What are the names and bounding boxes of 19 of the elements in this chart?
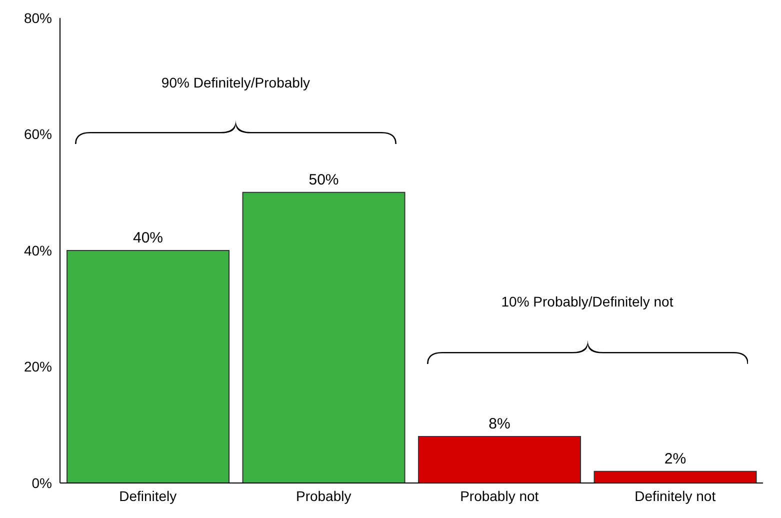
annotation: 10% Probably/Definitely not [501,294,674,310]
data-label: 40% [133,230,164,246]
bar [66,250,230,483]
data-label: 2% [664,450,686,468]
bar [594,470,757,483]
x-tick-label: Probably [296,488,352,504]
bar [242,192,406,483]
x-tick-label: Definitely [119,488,177,504]
annotation: 90% Definitely/Probably [161,74,310,90]
y-tick-label: 40% [24,242,52,258]
x-tick-label: Definitely not [634,488,716,504]
x-tick-label: Probably not [460,488,539,504]
y-tick-label: 80% [24,10,52,26]
y-tick-label: 20% [24,358,52,375]
y-tick-label: 0% [32,474,52,491]
data-label: 8% [488,416,510,432]
y-tick-label: 60% [24,126,52,142]
bar [418,436,582,483]
data-label: 50% [308,171,339,188]
